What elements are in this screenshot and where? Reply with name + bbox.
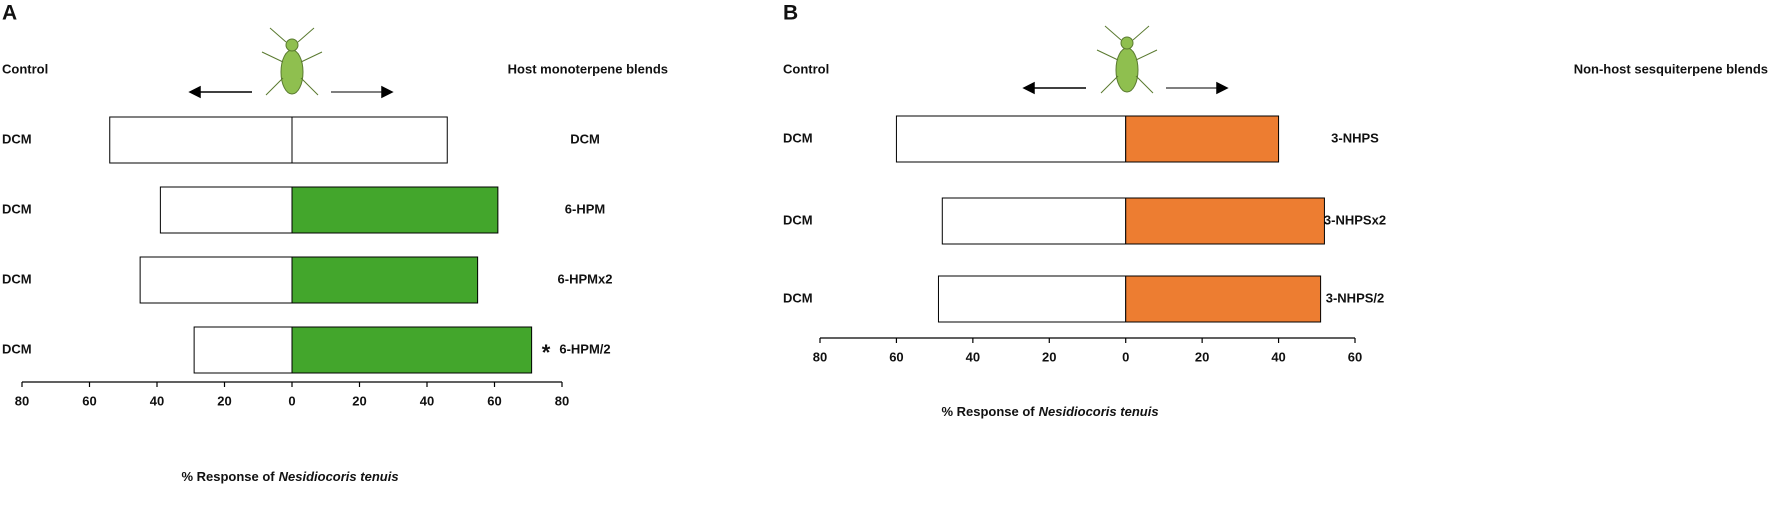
right-category: 3-NHPS bbox=[1331, 130, 1379, 145]
x-axis-label: % Response of Nesidiocoris tenuis bbox=[941, 404, 1158, 419]
left-category: DCM bbox=[783, 212, 813, 227]
bar bbox=[937, 275, 1127, 323]
left-category: DCM bbox=[2, 131, 32, 146]
left-header: Control bbox=[783, 61, 829, 76]
bar bbox=[1125, 115, 1280, 163]
x-tick-label: 80 bbox=[15, 393, 29, 408]
bar bbox=[193, 326, 293, 374]
right-category: 6-HPMx2 bbox=[558, 271, 613, 286]
x-tick-label: 40 bbox=[420, 393, 434, 408]
bar bbox=[159, 186, 293, 234]
insect-icon bbox=[1096, 25, 1158, 94]
x-axis-label-italic: Nesidiocoris tenuis bbox=[279, 469, 399, 484]
bar bbox=[291, 326, 533, 374]
bar bbox=[291, 256, 479, 304]
x-tick-label: 40 bbox=[1271, 349, 1285, 364]
left-category: DCM bbox=[2, 201, 32, 216]
x-tick-label: 80 bbox=[555, 393, 569, 408]
right-header: Non-host sesquiterpene blends bbox=[1574, 61, 1768, 76]
x-tick-label: 20 bbox=[352, 393, 366, 408]
right-category: 6-HPM/2 bbox=[559, 341, 610, 356]
bar bbox=[109, 116, 293, 164]
x-tick-label: 20 bbox=[217, 393, 231, 408]
bar bbox=[291, 186, 499, 234]
right-category: 3-NHPSx2 bbox=[1324, 212, 1386, 227]
bar bbox=[139, 256, 293, 304]
bar bbox=[1125, 275, 1322, 323]
bar bbox=[895, 115, 1127, 163]
insect-icon bbox=[261, 27, 323, 96]
x-axis-label-part: % Response of bbox=[181, 469, 275, 484]
right-category: 3-NHPS/2 bbox=[1326, 290, 1385, 305]
x-axis-label-part: % Response of bbox=[941, 404, 1035, 419]
x-tick-label: 60 bbox=[82, 393, 96, 408]
x-tick-label: 0 bbox=[288, 393, 295, 408]
left-category: DCM bbox=[2, 271, 32, 286]
left-category: DCM bbox=[783, 290, 813, 305]
bar bbox=[291, 116, 448, 164]
x-tick-label: 20 bbox=[1195, 349, 1209, 364]
bar bbox=[1125, 197, 1325, 245]
x-tick-label: 40 bbox=[966, 349, 980, 364]
left-header: Control bbox=[2, 61, 48, 76]
left-category: DCM bbox=[2, 341, 32, 356]
annotation: * bbox=[542, 340, 551, 365]
x-tick-label: 60 bbox=[1348, 349, 1362, 364]
x-axis-label-italic: Nesidiocoris tenuis bbox=[1039, 404, 1159, 419]
right-header: Host monoterpene blends bbox=[508, 61, 668, 76]
x-tick-label: 20 bbox=[1042, 349, 1056, 364]
arrows bbox=[188, 81, 1229, 99]
right-category: 6-HPM bbox=[565, 201, 605, 216]
right-category: DCM bbox=[570, 131, 600, 146]
x-tick-label: 60 bbox=[889, 349, 903, 364]
x-tick-label: 80 bbox=[813, 349, 827, 364]
panel-label: B bbox=[783, 2, 798, 25]
x-axis-label: % Response of Nesidiocoris tenuis bbox=[181, 469, 398, 484]
x-tick-label: 60 bbox=[487, 393, 501, 408]
panel-label: A bbox=[2, 2, 17, 25]
bar bbox=[941, 197, 1127, 245]
left-category: DCM bbox=[783, 130, 813, 145]
x-tick-label: 0 bbox=[1122, 349, 1129, 364]
x-tick-label: 40 bbox=[150, 393, 164, 408]
